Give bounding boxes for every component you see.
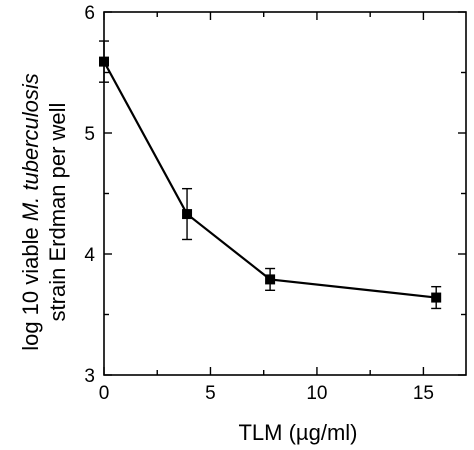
data-point — [265, 274, 276, 285]
data-point — [99, 56, 109, 67]
ticks: 0 5 10 15 3 4 5 6 — [84, 3, 466, 404]
series-line — [103, 61, 437, 299]
y-tick-label: 4 — [84, 245, 95, 266]
y-axis-title-line2: strain Erdman per well — [45, 103, 70, 322]
data-point — [431, 292, 442, 303]
axes — [103, 11, 467, 376]
y-axis-title: log 10 viable M. tuberculosis strain Erd… — [18, 73, 70, 351]
y-tick-label: 6 — [84, 3, 95, 24]
x-tick-label: 0 — [99, 383, 110, 404]
y-axis-title-line1: log 10 viable M. tuberculosis — [18, 73, 43, 351]
plot-frame — [103, 11, 467, 376]
y-axis-title-italic: M. tuberculosis — [18, 73, 43, 221]
x-axis-title: TLM (µg/ml) — [238, 420, 357, 445]
data-point — [182, 209, 193, 220]
y-tick-label: 5 — [84, 124, 95, 145]
x-tick-label: 5 — [205, 383, 216, 404]
x-tick-label: 10 — [306, 383, 327, 404]
y-axis-title-prefix: log 10 viable — [18, 221, 43, 351]
series — [99, 40, 442, 310]
y-tick-label: 3 — [84, 366, 95, 387]
x-tick-label: 15 — [413, 383, 434, 404]
